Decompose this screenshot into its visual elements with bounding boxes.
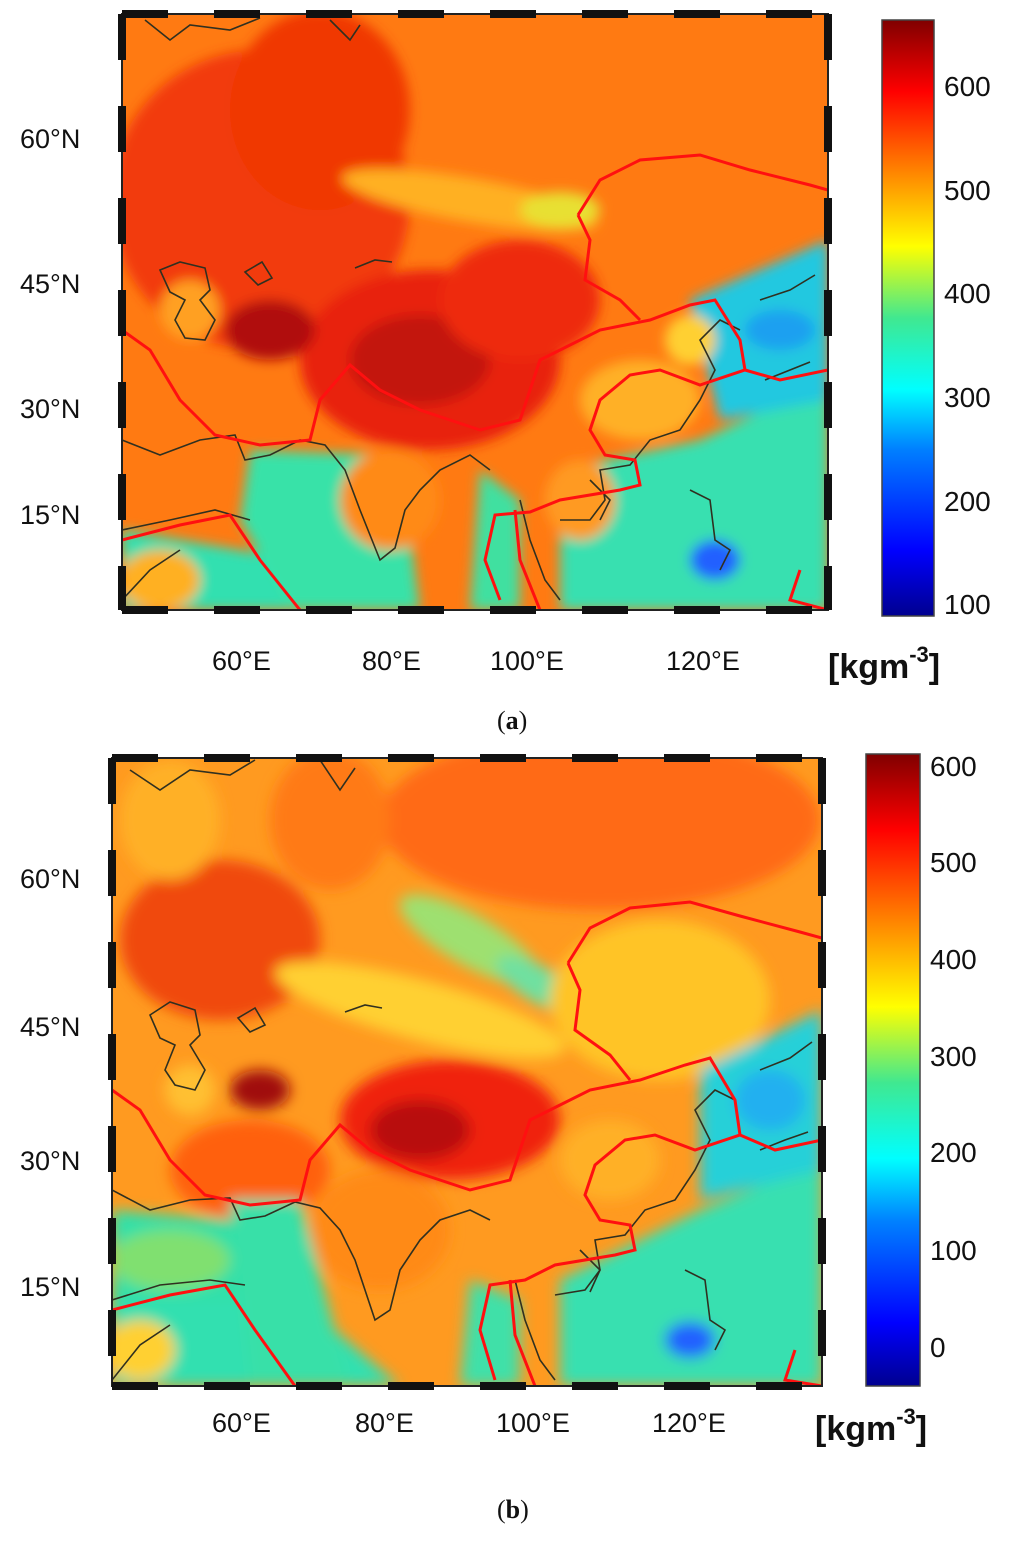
lon-labels-a: 60°E 80°E 100°E 120°E [212, 646, 740, 676]
map-panel-a: 60°N 45°N 30°N 15°N 60°E 80°E 100°E 120°… [0, 0, 1024, 740]
borders-b [112, 900, 822, 1386]
map-frame-b [108, 754, 826, 1390]
lat-label-45n: 45°N [20, 1012, 80, 1042]
coastlines-b [112, 759, 813, 1381]
lon-label-120e: 120°E [652, 1408, 726, 1438]
lat-labels-b: 60°N 45°N 30°N 15°N [20, 864, 80, 1302]
colorbar-gradient-b [865, 753, 921, 1387]
colorbar-tick-200: 200 [944, 486, 991, 517]
colorbar-tick-400: 400 [944, 278, 991, 309]
lon-label-60e: 60°E [212, 646, 271, 676]
lat-label-30n: 30°N [20, 1146, 80, 1176]
borders-a [122, 153, 828, 610]
colorbar-tick-100: 100 [930, 1235, 977, 1266]
colorbar-tick-300: 300 [930, 1041, 977, 1072]
lat-label-60n: 60°N [20, 124, 80, 154]
colorbar-tick-600: 600 [930, 751, 977, 782]
units-label-b: [kgm-3] [815, 1404, 927, 1448]
lat-label-15n: 15°N [20, 1272, 80, 1302]
colorbar-a: 600 500 400 300 200 100 [kgm-3] [828, 19, 991, 686]
colorbar-tick-600: 600 [944, 71, 991, 102]
colorbar-tick-100: 100 [944, 589, 991, 620]
lat-label-60n: 60°N [20, 864, 80, 894]
lon-label-80e: 80°E [362, 646, 421, 676]
lon-label-100e: 100°E [496, 1408, 570, 1438]
colorbar-b: 600 500 400 300 200 100 0 [kgm-3] [815, 751, 977, 1448]
lat-labels-a: 60°N 45°N 30°N 15°N [20, 124, 80, 530]
lon-label-60e: 60°E [212, 1408, 271, 1438]
density-field-b [112, 758, 822, 1386]
lon-label-120e: 120°E [666, 646, 740, 676]
units-label-a: [kgm-3] [828, 642, 940, 686]
map-frame-a [118, 10, 832, 614]
lat-label-15n: 15°N [20, 500, 80, 530]
map-panel-b: 60°N 45°N 30°N 15°N 60°E 80°E 100°E 120°… [0, 740, 1024, 1545]
lon-labels-b: 60°E 80°E 100°E 120°E [212, 1408, 726, 1438]
caption-b: (b) [497, 1495, 529, 1524]
colorbar-tick-500: 500 [930, 847, 977, 878]
colorbar-gradient-a [881, 19, 935, 617]
lat-label-30n: 30°N [20, 394, 80, 424]
colorbar-tick-0: 0 [930, 1332, 946, 1363]
lat-label-45n: 45°N [20, 269, 80, 299]
caption-a: (a) [497, 706, 528, 735]
lon-label-80e: 80°E [355, 1408, 414, 1438]
map-figure-b: 60°N 45°N 30°N 15°N 60°E 80°E 100°E 120°… [20, 751, 977, 1448]
colorbar-tick-400: 400 [930, 944, 977, 975]
colorbar-tick-200: 200 [930, 1137, 977, 1168]
map-figure-a: 60°N 45°N 30°N 15°N 60°E 80°E 100°E 120°… [20, 10, 991, 686]
density-field-a [122, 14, 828, 610]
lon-label-100e: 100°E [490, 646, 564, 676]
colorbar-tick-500: 500 [944, 175, 991, 206]
colorbar-tick-300: 300 [944, 382, 991, 413]
